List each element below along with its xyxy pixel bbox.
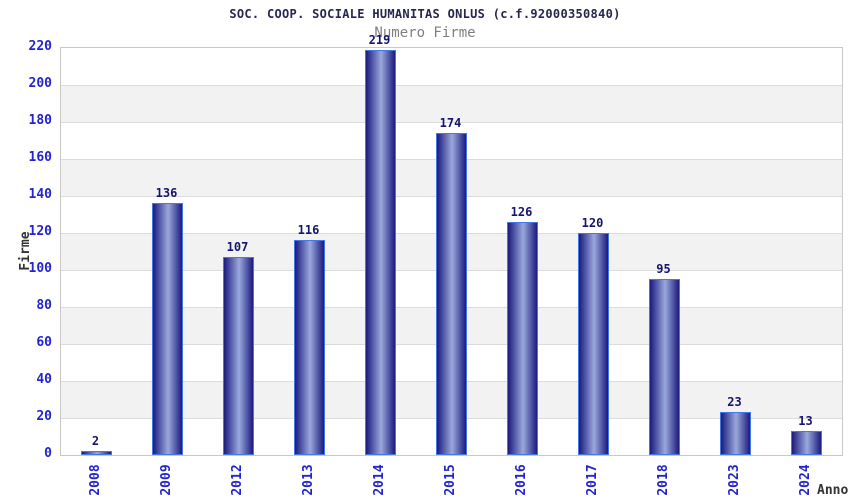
bar-2017 — [578, 233, 609, 455]
chart-subtitle: Numero Firme — [374, 25, 476, 41]
x-tick-label: 2024 — [797, 464, 813, 496]
grid-band — [61, 48, 842, 85]
bar-value-label: 116 — [297, 223, 320, 238]
bar-value-label: 219 — [368, 32, 391, 47]
y-tick-label: 60 — [36, 335, 52, 350]
x-tick-label: 2008 — [87, 464, 103, 496]
grid-line — [61, 85, 842, 86]
bar-2015 — [436, 133, 467, 455]
bar-value-label: 174 — [439, 116, 462, 131]
bar-value-label: 120 — [581, 216, 604, 230]
bar-2009 — [152, 203, 183, 455]
bar-2013 — [294, 240, 325, 455]
chart-title: SOC. COOP. SOCIALE HUMANITAS ONLUS (c.f.… — [229, 7, 621, 21]
x-tick-label: 2016 — [513, 464, 529, 496]
bar-value-label: 107 — [226, 240, 249, 255]
y-tick-label: 80 — [36, 298, 52, 313]
grid-line — [61, 122, 842, 123]
y-tick-label: 180 — [28, 113, 52, 128]
bar-value-label: 13 — [798, 413, 813, 428]
y-tick-label: 120 — [28, 224, 52, 239]
bar-2008 — [81, 451, 112, 455]
x-tick-label: 2023 — [726, 464, 742, 496]
x-axis-title: Anno — [817, 483, 849, 498]
x-tick-label: 2014 — [371, 464, 387, 496]
y-tick-label: 40 — [36, 372, 52, 387]
bar-value-label: 2 — [91, 434, 100, 449]
bar-value-label: 126 — [510, 204, 533, 219]
x-tick-label: 2015 — [442, 464, 458, 496]
y-tick-label: 140 — [28, 187, 52, 202]
x-tick-label: 2018 — [655, 464, 671, 496]
y-tick-label: 100 — [28, 261, 52, 276]
bar-2023 — [720, 412, 751, 455]
y-tick-label: 20 — [36, 409, 52, 424]
bar-value-label: 95 — [656, 262, 671, 277]
bar-value-label: 23 — [727, 395, 742, 410]
bar-2012 — [223, 257, 254, 455]
grid-band — [61, 85, 842, 122]
bar-2024 — [791, 430, 822, 455]
bar-2018 — [649, 279, 680, 455]
x-tick-label: 2013 — [300, 464, 316, 496]
y-tick-label: 0 — [44, 446, 52, 461]
y-tick-label: 160 — [28, 150, 52, 165]
y-tick-label: 200 — [28, 76, 52, 91]
bar-2014 — [365, 49, 396, 455]
plot-area — [60, 47, 843, 456]
x-tick-label: 2012 — [229, 464, 245, 496]
x-tick-label: 2009 — [158, 464, 174, 496]
x-tick-label: 2017 — [584, 464, 600, 496]
y-tick-label: 220 — [28, 39, 52, 54]
bar-value-label: 136 — [155, 186, 178, 201]
bar-2016 — [507, 221, 538, 455]
